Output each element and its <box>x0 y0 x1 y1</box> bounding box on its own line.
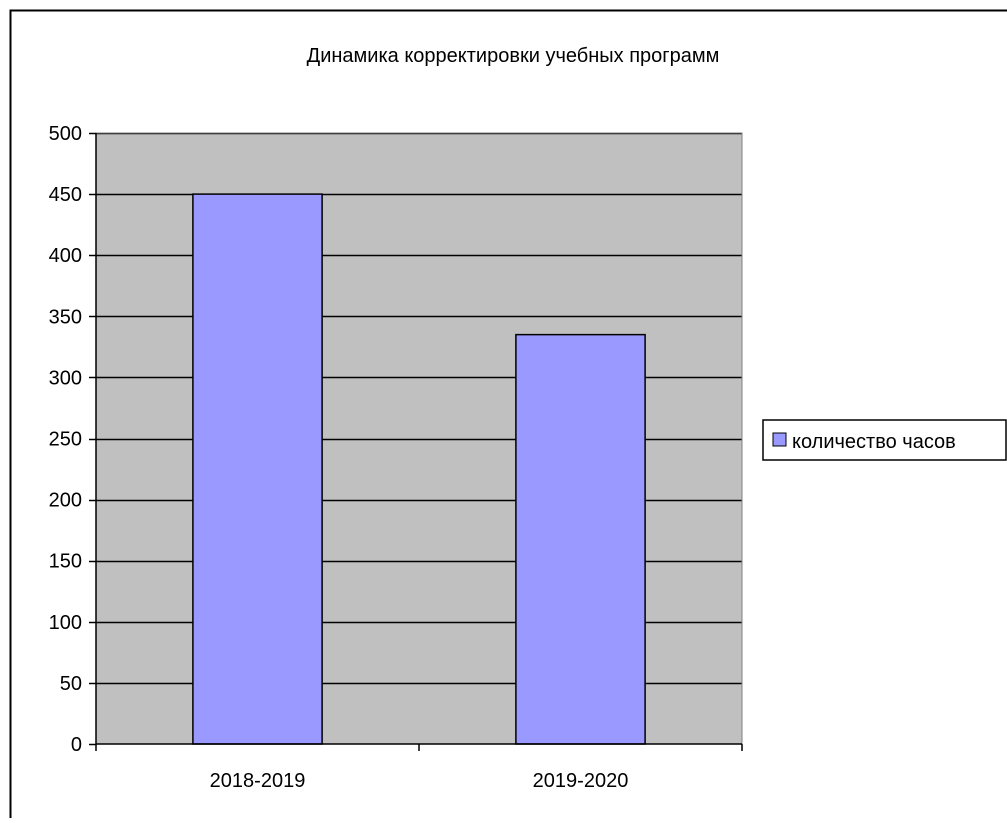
y-tick-label: 250 <box>49 429 82 451</box>
y-tick-label: 50 <box>60 673 82 695</box>
x-tick-label: 2019-2020 <box>533 770 629 792</box>
y-tick-label: 200 <box>49 490 82 512</box>
chart-title: Динамика корректировки учебных программ <box>307 45 720 67</box>
legend: количество часов <box>763 420 1006 460</box>
y-tick-label: 350 <box>49 306 82 328</box>
y-tick-label: 150 <box>49 551 82 573</box>
legend-swatch <box>773 433 786 446</box>
y-tick-label: 450 <box>49 184 82 206</box>
y-tick-label: 0 <box>71 734 82 756</box>
y-tick-label: 300 <box>49 367 82 389</box>
x-tick-label: 2018-2019 <box>210 770 306 792</box>
y-tick-label: 400 <box>49 245 82 267</box>
legend-label: количество часов <box>792 431 956 453</box>
bar <box>193 194 322 744</box>
bar <box>516 335 645 744</box>
y-tick-label: 500 <box>49 123 82 145</box>
y-tick-label: 100 <box>49 612 82 634</box>
